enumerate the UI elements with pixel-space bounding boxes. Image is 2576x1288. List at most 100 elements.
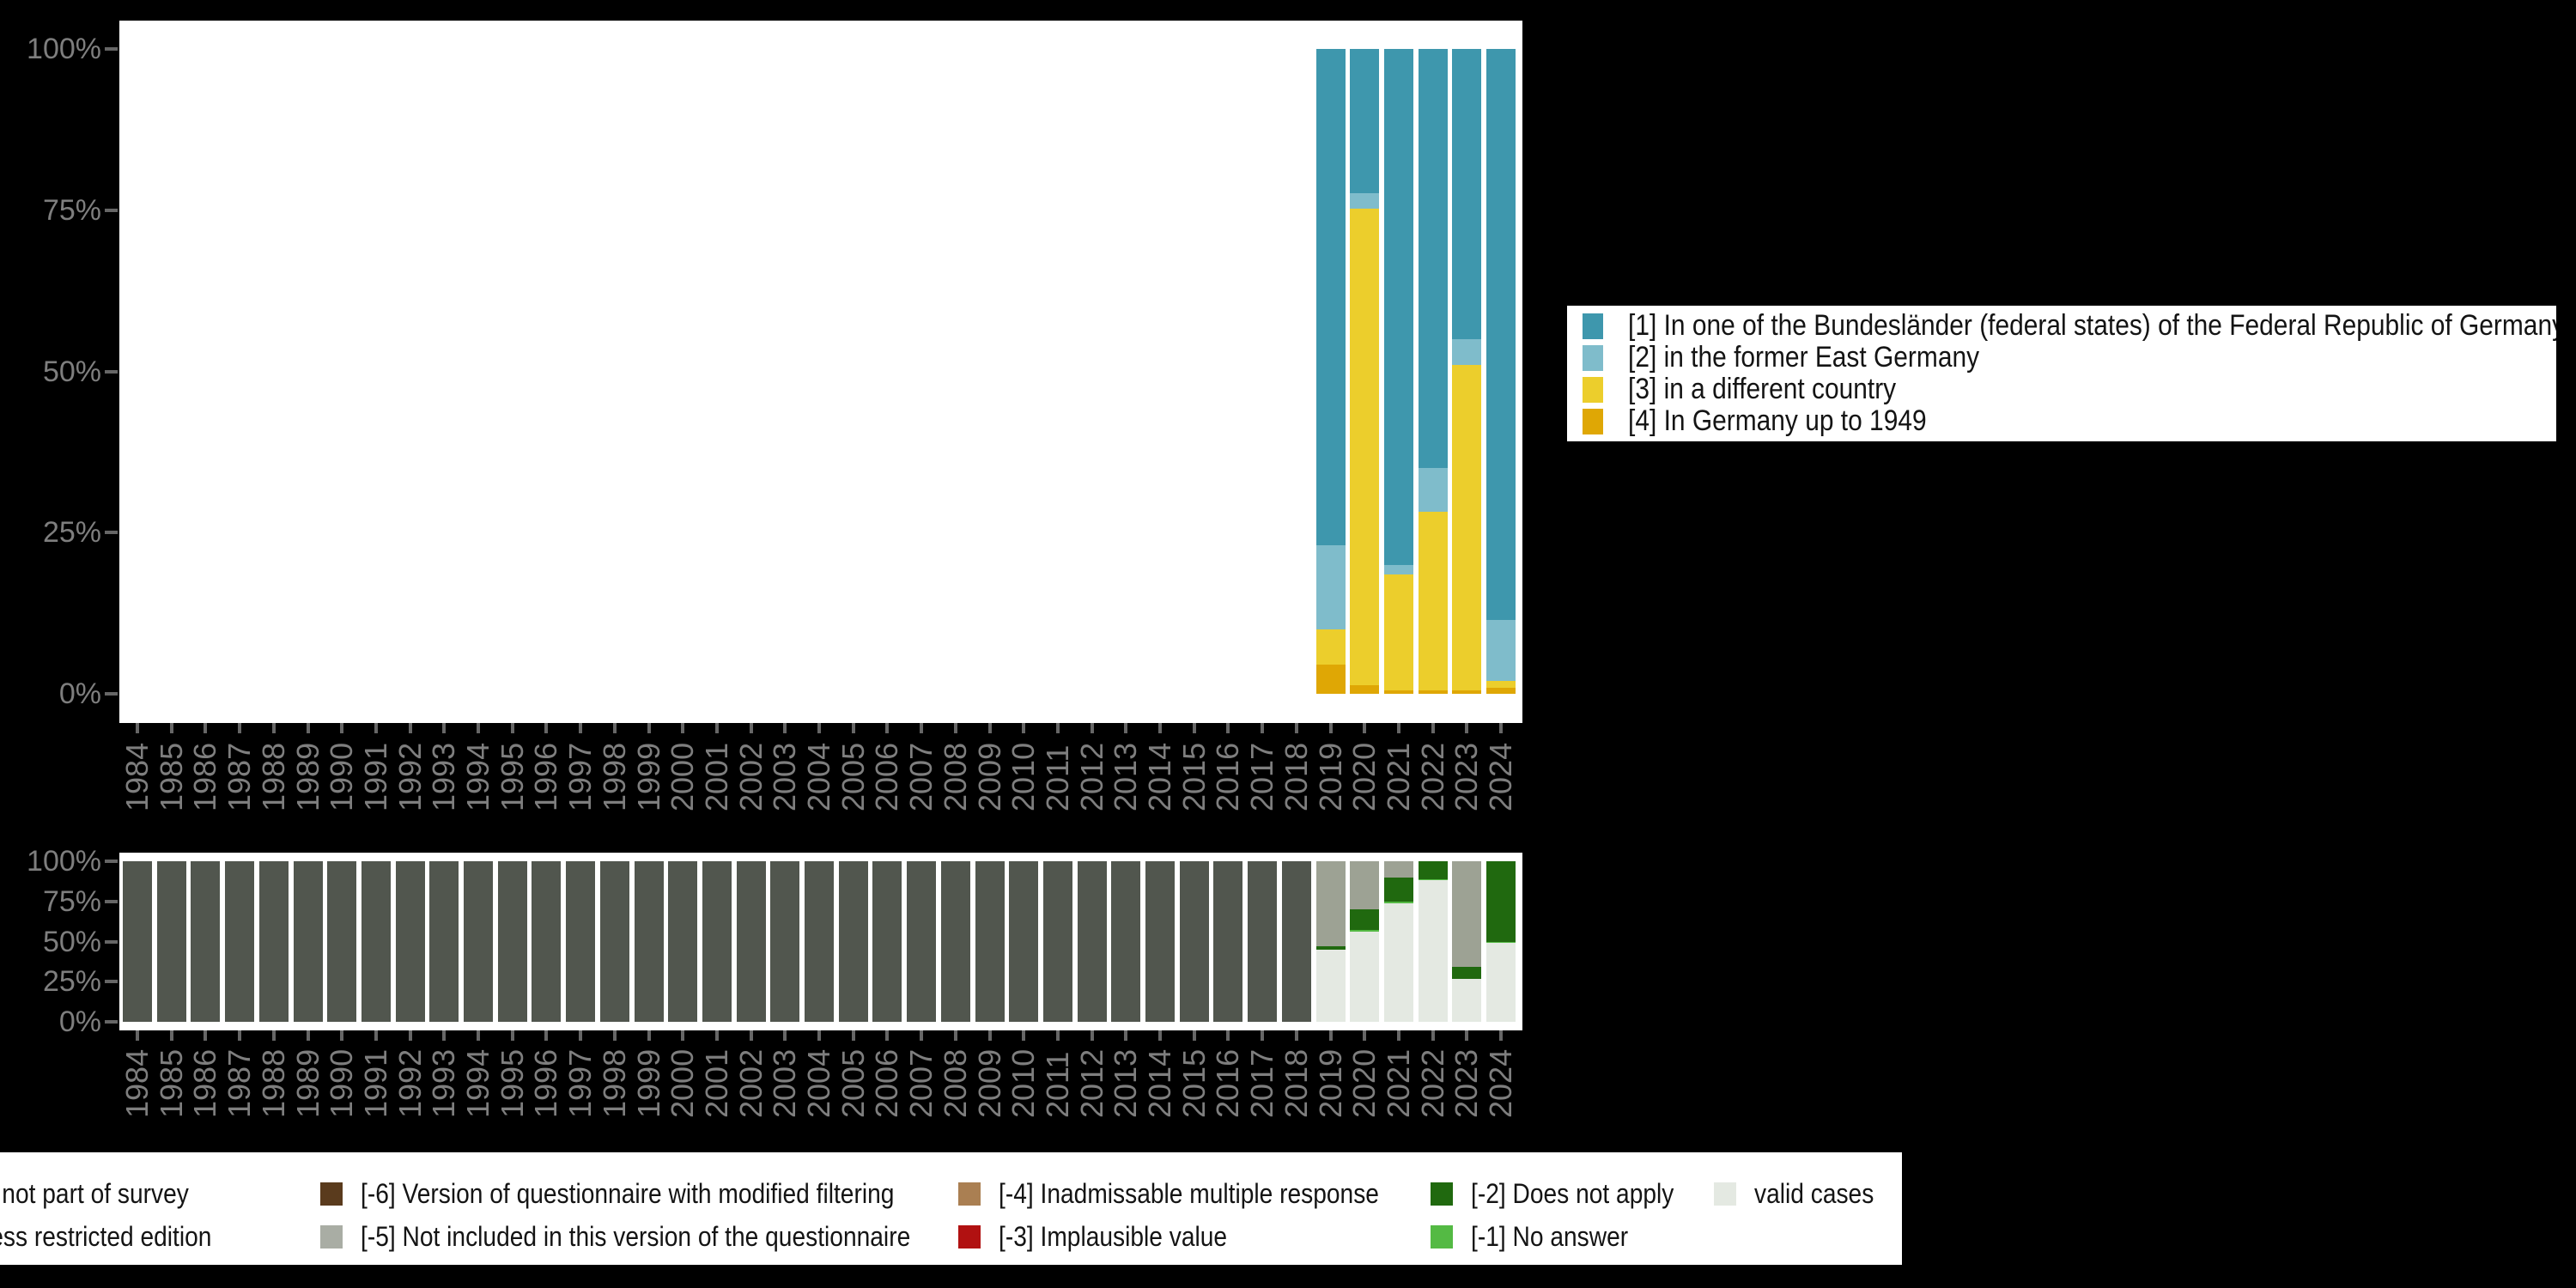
x-axis-tick [510,723,514,733]
legend-label: [4] In Germany up to 1949 [1628,404,1927,437]
x-axis-tick [136,723,139,733]
bar-segment [1009,861,1039,1022]
x-axis-label: 2013 [1108,1048,1144,1118]
x-axis-tick [579,723,583,733]
bar-2023 [1452,49,1482,694]
x-axis-tick [1294,723,1298,733]
bar-segment [566,861,596,1022]
x-axis-tick [987,723,992,733]
y-axis-tick [105,939,118,944]
bar-segment [1418,468,1448,513]
y-axis-tick [105,899,118,903]
x-axis-tick [851,1030,855,1041]
x-axis-label: 1993 [426,742,462,811]
y-axis-label: 75% [42,193,101,227]
y-axis-label: 0% [58,677,101,710]
x-axis-tick [544,1030,549,1041]
legend-label: [1] In one of the Bundesländer (federal … [1628,309,2556,342]
bar-2007 [907,861,937,1022]
x-axis-label: 2002 [732,1048,769,1118]
bar-segment [1383,902,1413,1022]
bar-segment [464,861,493,1022]
bar-segment [225,861,255,1022]
legend-label: [-8] Question this year not part of surv… [0,1177,189,1209]
x-axis-tick [238,1030,242,1041]
bar-1994 [464,861,493,1022]
bar-segment [1315,545,1346,629]
bar-segment [702,861,732,1022]
x-axis-label: 1998 [596,1048,632,1118]
bar-segment [1350,193,1380,209]
bar-2017 [1248,861,1278,1022]
x-axis-label: 2015 [1176,1048,1212,1118]
legend-swatch [1431,1224,1453,1249]
bar-segment [907,861,937,1022]
bar-segment [1486,941,1516,944]
x-axis-label: 2018 [1278,1048,1314,1118]
bar-2011 [1042,861,1072,1022]
bar-1986 [191,861,221,1022]
x-axis-tick [169,1030,173,1041]
x-axis-tick [1090,723,1094,733]
x-axis-label: 2009 [971,1048,1007,1118]
bar-segment [1452,690,1482,694]
bar-1990 [327,861,357,1022]
legend-swatch [320,1182,343,1206]
bar-segment [156,861,186,1022]
x-axis-tick [783,1030,787,1041]
legend-label: [-5] Not included in this version of the… [361,1220,911,1252]
y-axis-label: 25% [42,516,101,550]
bar-1997 [566,861,596,1022]
x-axis-tick [681,723,685,733]
x-axis-label: 2006 [869,742,905,811]
legend-label: valid cases [1754,1177,1874,1209]
bar-segment [1486,49,1516,620]
legend-swatch [1583,313,1603,339]
x-axis-label: 1994 [460,1048,495,1118]
x-axis-tick [238,723,242,733]
bar-segment [1383,901,1413,903]
y-axis-tick [105,1020,118,1024]
bar-segment [634,861,664,1022]
legend-swatch [1583,408,1603,434]
x-axis-tick [885,1030,890,1041]
x-axis-label: 1992 [392,1048,428,1118]
x-axis-label: 1999 [630,1048,666,1118]
legend-item: [-5] Not included in this version of the… [320,1220,986,1252]
x-axis-tick [1055,1030,1060,1041]
legend-item: [-7] Only available in less restricted e… [0,1221,273,1252]
x-axis-label: 2017 [1244,742,1280,811]
y-axis-tick [105,531,118,535]
bar-2023 [1452,861,1482,1022]
bar-segment [1077,861,1107,1022]
bar-2010 [1009,861,1039,1022]
y-axis-label: 0% [58,1005,101,1038]
x-axis-tick [749,723,753,733]
x-axis-label: 2007 [903,1048,939,1118]
bar-2022 [1418,861,1448,1022]
bar-segment [123,861,152,1022]
y-axis-label: 75% [42,884,101,918]
x-axis-label: 2016 [1210,1048,1246,1118]
x-axis-tick [681,1030,685,1041]
x-axis-tick [374,1030,378,1041]
bar-segment [258,861,289,1022]
x-axis-label: 2015 [1176,742,1212,811]
x-axis-label: 1998 [596,742,632,811]
x-axis-tick [612,1030,617,1041]
bar-2005 [838,861,868,1022]
bar-1991 [361,861,391,1022]
x-axis-label: 2000 [665,742,701,811]
x-axis-tick [612,723,617,733]
x-axis-label: 1997 [562,742,598,811]
x-axis-label: 1995 [494,1048,530,1118]
x-axis-tick [271,1030,276,1041]
legend-item: [-2] Does not apply [1431,1178,1702,1209]
y-axis-tick [105,369,118,374]
bar-2013 [1111,861,1141,1022]
x-axis-tick [1465,1030,1469,1041]
bar-1988 [258,861,289,1022]
y-axis-label: 100% [27,845,101,878]
x-axis-tick [1499,723,1503,733]
